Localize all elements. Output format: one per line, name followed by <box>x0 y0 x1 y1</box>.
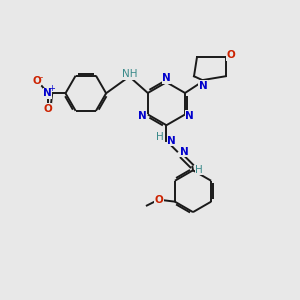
Text: H: H <box>195 165 203 175</box>
Text: O: O <box>227 50 236 60</box>
Text: H: H <box>156 132 164 142</box>
Text: O: O <box>32 76 41 86</box>
Text: N: N <box>167 136 176 146</box>
Text: N: N <box>138 111 147 121</box>
Text: N: N <box>43 88 52 98</box>
Text: N: N <box>199 80 207 91</box>
Text: N: N <box>162 73 171 83</box>
Text: N: N <box>180 147 189 157</box>
Text: -: - <box>39 73 43 82</box>
Text: O: O <box>43 104 52 114</box>
Text: NH: NH <box>122 70 137 80</box>
Text: +: + <box>49 84 56 93</box>
Text: O: O <box>155 195 164 205</box>
Text: N: N <box>185 111 194 121</box>
